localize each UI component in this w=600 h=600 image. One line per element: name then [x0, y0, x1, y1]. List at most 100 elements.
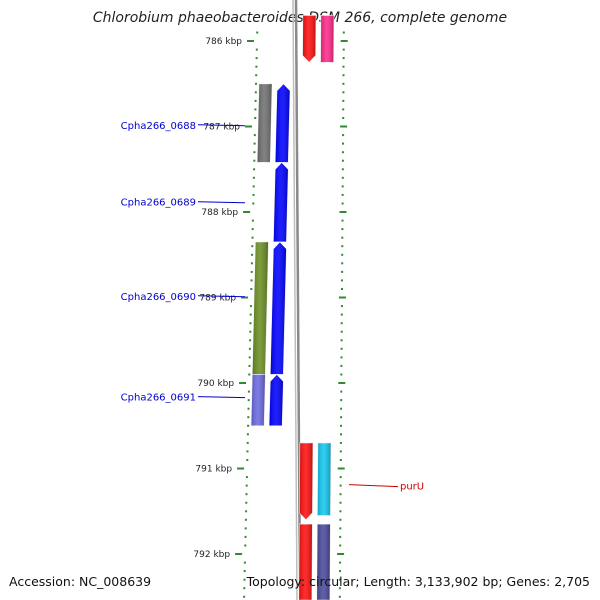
minor-tick-left: [246, 441, 249, 444]
minor-tick-right: [339, 544, 342, 547]
gene-label-line: [197, 124, 246, 127]
minor-tick-right: [339, 493, 342, 496]
feature-shading: [320, 15, 334, 63]
major-tick-left: [239, 382, 247, 384]
minor-tick-left: [246, 450, 249, 453]
minor-tick-right: [340, 313, 343, 316]
minor-tick-left: [250, 262, 253, 265]
minor-tick-left: [245, 501, 248, 504]
feature-shading: [299, 442, 313, 520]
minor-tick-right: [341, 288, 343, 290]
major-tick-left: [243, 211, 251, 213]
scale-tick-label: 789 kbp: [199, 294, 236, 304]
feature-shading: [270, 241, 287, 375]
minor-tick-left: [247, 424, 250, 427]
minor-tick-right: [341, 236, 344, 239]
minor-tick-left: [253, 134, 256, 137]
minor-tick-right: [339, 518, 342, 521]
minor-tick-left: [249, 313, 252, 316]
minor-tick-left: [250, 288, 253, 290]
minor-tick-left: [248, 364, 251, 367]
minor-tick-left: [251, 253, 254, 256]
minor-tick-right: [341, 168, 344, 171]
minor-tick-left: [254, 108, 257, 111]
minor-tick-right: [339, 535, 342, 538]
minor-tick-left: [252, 193, 255, 196]
minor-tick-left: [253, 151, 256, 154]
minor-tick-left: [247, 399, 250, 402]
major-tick-right: [338, 382, 346, 384]
minor-tick-right: [342, 48, 345, 51]
minor-tick-left: [251, 236, 254, 239]
minor-tick-right: [340, 356, 343, 359]
gene-label-line: [197, 396, 246, 399]
major-tick-left: [245, 125, 252, 128]
minor-tick-right: [342, 65, 345, 68]
minor-tick-right: [341, 185, 344, 188]
minor-tick-left: [244, 544, 247, 547]
minor-tick-left: [254, 117, 257, 119]
feature-shading: [252, 241, 269, 375]
gene-label: purU: [400, 482, 424, 493]
minor-tick-left: [253, 159, 256, 162]
map-title: Chlorobium phaeobacteroides DSM 266, com…: [92, 10, 508, 26]
minor-tick-right: [341, 253, 344, 256]
gene-label: Cpha266_0691: [121, 393, 196, 404]
minor-tick-right: [341, 202, 344, 205]
minor-tick-left: [249, 339, 252, 342]
feature-shading: [257, 83, 272, 163]
minor-tick-left: [248, 347, 251, 350]
genome-summary-text: Topology: circular; Length: 3,133,902 bp…: [246, 574, 590, 589]
minor-tick-left: [249, 322, 252, 325]
minor-tick-right: [339, 501, 342, 504]
feature-shading: [273, 162, 289, 242]
minor-tick-left: [248, 356, 251, 359]
minor-tick-right: [342, 91, 345, 94]
accession-text: Accession: NC_008639: [9, 574, 152, 589]
minor-tick-right: [341, 151, 344, 154]
feature-shading: [251, 374, 266, 426]
minor-tick-left: [251, 219, 254, 222]
gene-label: Cpha266_0689: [121, 198, 196, 209]
minor-tick-right: [339, 570, 341, 573]
minor-tick-left: [247, 407, 250, 410]
major-tick-right: [338, 296, 346, 299]
gene-label-line: [348, 484, 399, 488]
minor-tick-right: [339, 476, 342, 479]
minor-tick-right: [342, 74, 345, 77]
minor-tick-right: [340, 339, 343, 342]
minor-tick-left: [244, 518, 247, 521]
minor-tick-left: [247, 390, 250, 393]
minor-tick-right: [339, 510, 342, 513]
major-tick-right: [337, 467, 345, 470]
minor-tick-left: [246, 433, 249, 436]
minor-tick-right: [342, 108, 345, 111]
major-tick-right: [339, 211, 347, 213]
minor-tick-right: [339, 527, 342, 530]
feature-shading: [275, 83, 290, 163]
major-tick-left: [241, 296, 249, 299]
minor-tick-right: [342, 117, 345, 119]
minor-tick-left: [243, 595, 246, 598]
major-tick-right: [340, 125, 348, 128]
minor-tick-right: [341, 228, 344, 231]
minor-tick-left: [250, 270, 253, 273]
gene-label-line: [197, 201, 246, 204]
minor-tick-right: [342, 142, 344, 145]
gene-label: Cpha266_0688: [121, 121, 196, 132]
minor-tick-left: [253, 168, 256, 171]
minor-tick-left: [243, 570, 246, 573]
minor-tick-right: [339, 459, 342, 461]
minor-tick-right: [340, 424, 342, 427]
minor-tick-right: [340, 433, 342, 436]
major-tick-left: [235, 553, 243, 555]
major-tick-left: [237, 467, 245, 470]
scale-tick-label: 788 kbp: [201, 208, 238, 218]
minor-tick-right: [340, 399, 343, 402]
minor-tick-left: [248, 373, 251, 376]
minor-tick-left: [254, 91, 257, 94]
minor-tick-left: [244, 535, 247, 538]
minor-tick-right: [340, 364, 343, 367]
